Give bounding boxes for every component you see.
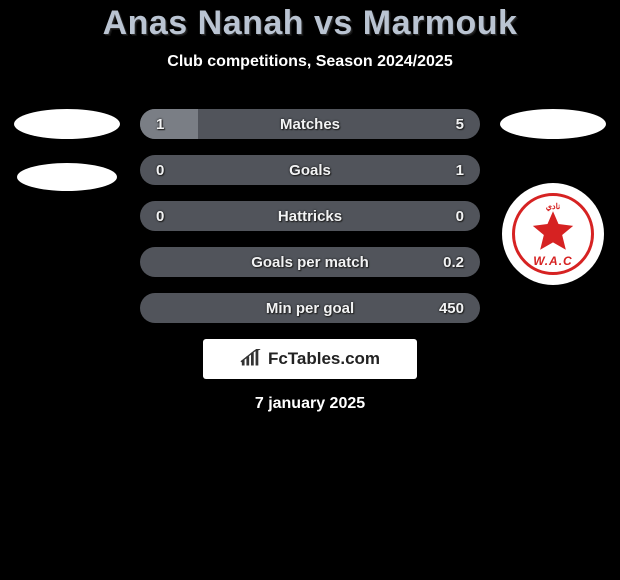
brand-text: FcTables.com: [268, 349, 380, 369]
club-badge-placeholder: [17, 163, 117, 191]
stat-label: Matches: [280, 116, 340, 133]
right-player-col: نادي W.A.C: [492, 109, 614, 285]
stat-bar: 1 Matches 5: [140, 109, 480, 139]
star-icon: [531, 209, 575, 253]
player-avatar-placeholder: [14, 109, 120, 139]
page-subtitle: Club competitions, Season 2024/2025: [0, 53, 620, 71]
stat-label: Goals per match: [251, 254, 369, 271]
club-badge: نادي W.A.C: [502, 183, 604, 285]
stat-label: Min per goal: [266, 300, 354, 317]
comparison-widget: Anas Nanah vs Marmouk Club competitions,…: [0, 0, 620, 413]
player-avatar-placeholder: [500, 109, 606, 139]
page-title: Anas Nanah vs Marmouk: [0, 4, 620, 43]
stat-right-value: 5: [456, 116, 464, 133]
stats-list: 1 Matches 5 0 Goals 1 0 Hattricks 0 Goals per mat…: [128, 109, 492, 323]
stat-bar: 0 Goals 1: [140, 155, 480, 185]
date-label: 7 january 2025: [255, 395, 365, 413]
brand-link[interactable]: FcTables.com: [203, 339, 417, 379]
stat-right-value: 1: [456, 162, 464, 179]
stat-right-value: 0.2: [443, 254, 464, 271]
club-badge-inner: نادي W.A.C: [512, 193, 594, 275]
club-badge-bottom-text: W.A.C: [533, 254, 572, 268]
stat-left-value: 1: [156, 116, 164, 133]
stat-bar: Min per goal 450: [140, 293, 480, 323]
stat-right-value: 450: [439, 300, 464, 317]
chart-icon: [240, 349, 262, 369]
stat-bar-fill: [140, 109, 198, 139]
stat-bar: Goals per match 0.2: [140, 247, 480, 277]
stat-left-value: 0: [156, 208, 164, 225]
left-player-col: [6, 109, 128, 191]
footer: FcTables.com 7 january 2025: [0, 339, 620, 413]
content-row: 1 Matches 5 0 Goals 1 0 Hattricks 0 Goals per mat…: [0, 109, 620, 323]
stat-label: Goals: [289, 162, 331, 179]
stat-label: Hattricks: [278, 208, 342, 225]
stat-left-value: 0: [156, 162, 164, 179]
stat-bar: 0 Hattricks 0: [140, 201, 480, 231]
stat-right-value: 0: [456, 208, 464, 225]
